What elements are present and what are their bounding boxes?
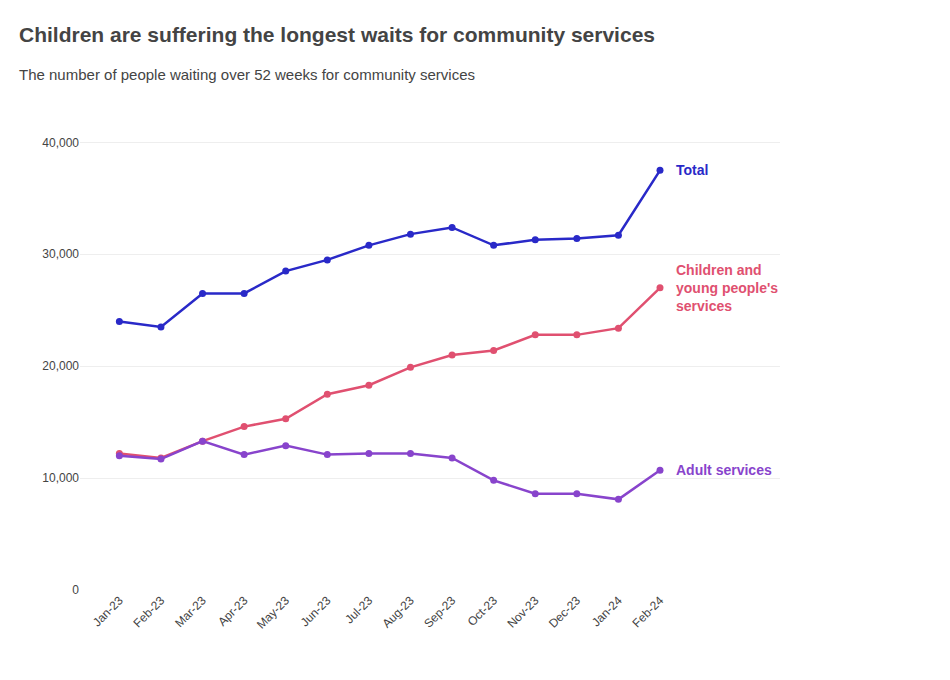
svg-text:Dec-23: Dec-23 [546,593,583,630]
svg-text:Feb-23: Feb-23 [131,593,168,630]
svg-text:30,000: 30,000 [42,247,79,261]
svg-text:Apr-23: Apr-23 [215,593,251,629]
svg-text:Jan-23: Jan-23 [90,593,126,629]
svg-text:Total: Total [676,162,708,178]
svg-text:Children andyoung people'sserv: Children andyoung people'sservices [676,262,778,314]
svg-text:Oct-23: Oct-23 [465,593,501,629]
svg-text:0: 0 [72,583,79,597]
svg-text:Mar-23: Mar-23 [172,593,209,630]
svg-text:Jul-23: Jul-23 [342,593,375,626]
svg-text:The number of people waiting o: The number of people waiting over 52 wee… [19,66,475,83]
svg-text:40,000: 40,000 [42,136,79,150]
svg-text:20,000: 20,000 [42,359,79,373]
svg-text:Sep-23: Sep-23 [421,593,458,630]
svg-text:Nov-23: Nov-23 [504,593,541,630]
svg-text:Feb-24: Feb-24 [630,593,667,630]
svg-text:10,000: 10,000 [42,471,79,485]
svg-text:Aug-23: Aug-23 [380,593,417,630]
svg-text:May-23: May-23 [254,593,292,631]
svg-text:Adult services: Adult services [676,462,772,478]
svg-text:Jan-24: Jan-24 [589,593,625,629]
svg-text:Jun-23: Jun-23 [298,593,334,629]
svg-text:Children are suffering the lon: Children are suffering the longest waits… [19,23,655,46]
